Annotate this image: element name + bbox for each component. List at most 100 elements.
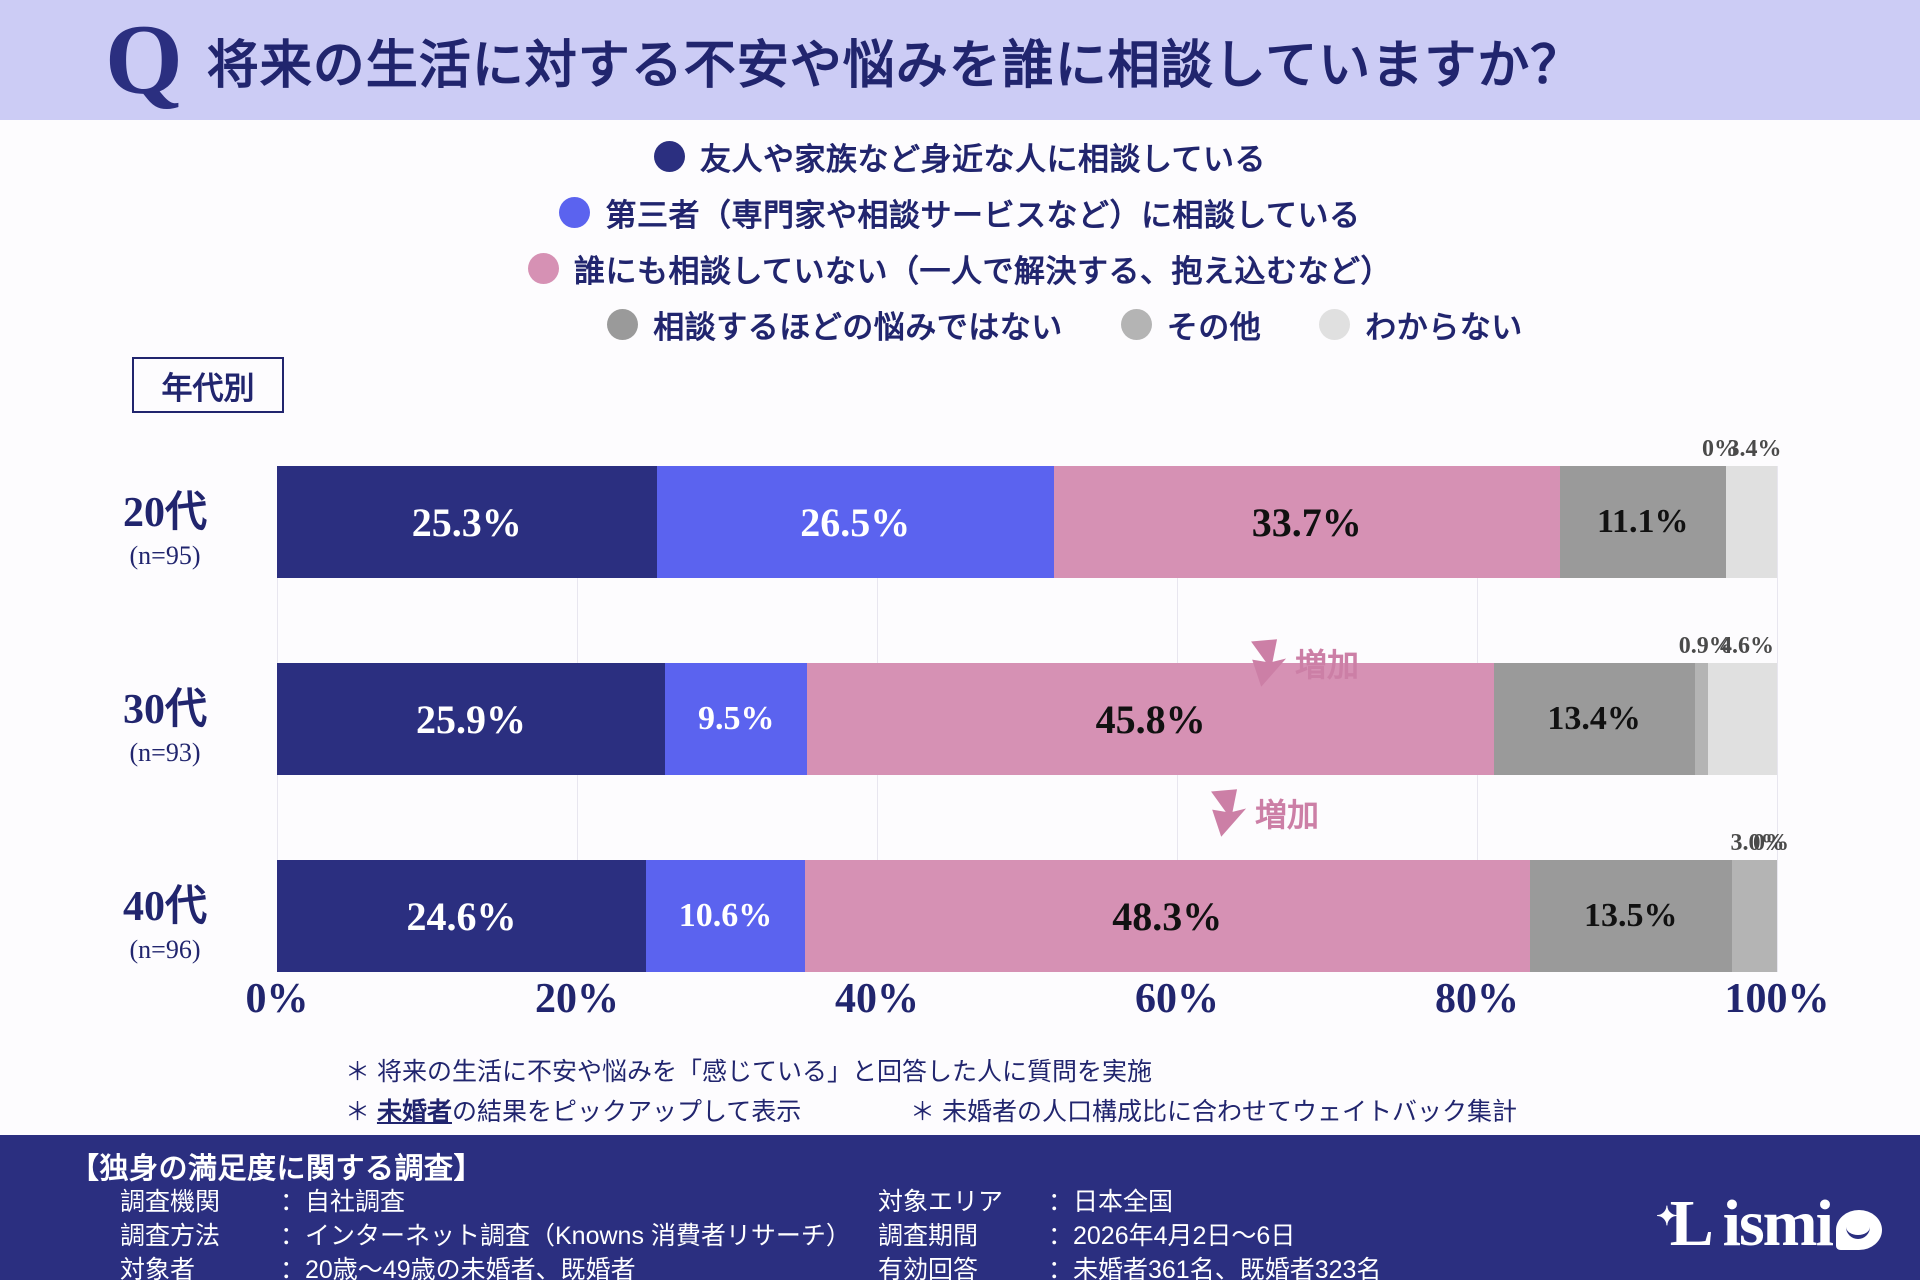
category-sample-size: (n=96) xyxy=(129,935,201,964)
meta-value: ：20歳～49歳の未婚者、既婚者 xyxy=(280,1256,636,1284)
legend-row-3: 誰にも相談していない（一人で解決する、抱え込むなど） xyxy=(0,240,1920,296)
segment-value-label: 25.9% xyxy=(416,696,527,742)
survey-meta-line: 調査方法 ：インターネット調査（Knowns 消費者リサーチ） xyxy=(120,1219,851,1253)
down-arrow-icon xyxy=(1251,639,1287,687)
x-axis-tick: 100% xyxy=(1724,976,1830,1022)
segment-value-label: 11.1% xyxy=(1596,503,1689,540)
gridline xyxy=(1777,466,1778,972)
footer-bar: 【独身の満足度に関する調査】 調査機関 ：自社調査 調査方法 ：インターネット調査（K… xyxy=(0,1135,1920,1284)
category-name: 20代 xyxy=(122,490,207,536)
legend-dot-icon xyxy=(1319,308,1351,340)
legend-label: 友人や家族など身近な人に相談している xyxy=(699,141,1267,177)
footnote-1: ＊ 将来の生活に不安や悩みを「感じている」と回答した人に質問を実施 xyxy=(345,1058,1152,1086)
bar-segment: 9.5% xyxy=(665,663,808,775)
category-label: 30代 (n=93) xyxy=(60,675,270,768)
legend-row-1: 友人や家族など身近な人に相談している xyxy=(0,128,1920,184)
segment-outside-label: 0.9% xyxy=(1678,633,1733,659)
question-mark-icon: Q xyxy=(105,4,183,115)
legend-item-4: その他 xyxy=(1120,302,1262,347)
segment-value-label: 13.5% xyxy=(1584,897,1678,934)
segment-value-label: 48.3% xyxy=(1112,893,1223,939)
bar-segment xyxy=(1708,663,1777,775)
survey-meta-left: 調査機関 ：自社調査 調査方法 ：インターネット調査（Knowns 消費者リサーチ） 対… xyxy=(120,1185,851,1287)
legend-item-2: 誰にも相談していない（一人で解決する、抱え込むなど） xyxy=(527,246,1393,291)
bar-segment: 13.5% xyxy=(1529,860,1732,972)
survey-meta-line: 調査期間 ：2026年4月2日～6日 xyxy=(878,1219,1381,1253)
meta-key: 有効回答 xyxy=(878,1256,979,1284)
chart-plot-area: 25.3% 26.5% 33.7% 11.1% 0% 3.4% 25.9% 9.5% 45.8%… xyxy=(277,436,1789,972)
segment-outside-label: 0% xyxy=(1702,436,1738,462)
category-sample-size: (n=93) xyxy=(129,738,201,767)
legend-dot-icon xyxy=(1120,308,1152,340)
bar-segment: 45.8% xyxy=(807,663,1494,775)
bar-segment: 13.4% xyxy=(1493,663,1695,775)
footnote-3: ＊ 未婚者の人口構成比に合わせてウェイトバック集計 xyxy=(910,1098,1517,1126)
footnote-2: ＊ 未婚者の結果をピックアップして表示 xyxy=(345,1092,801,1128)
category-name: 30代 xyxy=(122,687,207,733)
category-label: 20代 (n=95) xyxy=(60,478,270,571)
segment-value-label: 24.6% xyxy=(406,893,517,939)
bar-segment: 26.5% xyxy=(656,466,1054,578)
legend-item-0: 友人や家族など身近な人に相談している xyxy=(653,134,1267,179)
category-sample-size: (n=95) xyxy=(129,541,201,570)
bar-row: 25.9% 9.5% 45.8% 13.4% xyxy=(277,663,1777,775)
segment-value-label: 26.5% xyxy=(800,499,911,545)
segment-value-label: 13.4% xyxy=(1547,700,1641,737)
x-axis-tick: 80% xyxy=(1435,976,1519,1022)
x-axis-tick: 60% xyxy=(1135,976,1219,1022)
bar-segment: 10.6% xyxy=(646,860,805,972)
meta-key: 調査方法 xyxy=(120,1222,221,1250)
footnote-2-prefix: ＊ xyxy=(345,1098,377,1126)
legend-dot-icon xyxy=(559,196,591,228)
increase-annotation: 増加 xyxy=(1205,787,1319,839)
footnote-2-underline: 未婚者 xyxy=(376,1098,452,1126)
bar-row: 24.6% 10.6% 48.3% 13.5% xyxy=(277,860,1777,972)
legend-dot-icon xyxy=(607,308,639,340)
legend-label: 誰にも相談していない（一人で解決する、抱え込むなど） xyxy=(573,253,1393,289)
survey-meta-line: 有効回答 ：未婚者361名、既婚者323名 xyxy=(878,1253,1381,1287)
down-arrow-icon xyxy=(1211,789,1247,837)
segment-value-label: 25.3% xyxy=(411,499,522,545)
legend-row-4: 相談するほどの悩みではない その他 わからない xyxy=(0,296,1920,352)
header-banner: Q 将来の生活に対する不安や悩みを誰に相談していますか？ xyxy=(0,0,1920,120)
bar-segment xyxy=(1726,466,1777,578)
age-group-badge: 年代別 xyxy=(132,357,284,413)
segment-value-label: 10.6% xyxy=(678,897,773,934)
meta-key: 調査期間 xyxy=(878,1222,979,1250)
logo-text: L ismi xyxy=(1669,1187,1834,1260)
segment-value-label: 9.5% xyxy=(698,700,775,737)
meta-value: ：未婚者361名、既婚者323名 xyxy=(1048,1256,1382,1284)
bar-segment: 25.3% xyxy=(277,466,657,578)
segment-value-label: 33.7% xyxy=(1251,499,1362,545)
bar-segment xyxy=(1694,663,1709,775)
segment-value-label: 45.8% xyxy=(1095,696,1206,742)
increase-label: 増加 xyxy=(1255,797,1320,833)
segment-outside-label: 3.0% xyxy=(1730,830,1785,856)
legend-dot-icon xyxy=(653,140,685,172)
page-title: 将来の生活に対する不安や悩みを誰に相談していますか？ xyxy=(206,36,1584,95)
legend-label: その他 xyxy=(1166,309,1262,345)
segment-outside-label: 4.6% xyxy=(1720,633,1774,659)
meta-value: ：自社調査 xyxy=(280,1188,406,1216)
category-label: 40代 (n=96) xyxy=(60,872,270,965)
segment-outside-label: 0% xyxy=(1753,830,1789,856)
meta-key: 対象エリア xyxy=(878,1188,1004,1216)
bar-segment: 24.6% xyxy=(277,860,646,972)
x-axis: 0% 20% 40% 60% 80% 100% xyxy=(246,975,1830,1035)
legend-label: 第三者（専門家や相談サービスなど）に相談している xyxy=(605,197,1361,233)
bar-row: 25.3% 26.5% 33.7% 11.1% xyxy=(277,466,1777,578)
legend-item-3: 相談するほどの悩みではない xyxy=(607,302,1063,347)
sparkle-icon: ✦ xyxy=(1655,1202,1678,1231)
bar-segment: 25.9% xyxy=(277,663,666,775)
legend-item-1: 第三者（専門家や相談サービスなど）に相談している xyxy=(559,190,1360,235)
x-axis-tick: 0% xyxy=(245,976,309,1022)
meta-key: 調査機関 xyxy=(120,1188,221,1216)
speech-bubble-icon xyxy=(1836,1210,1882,1250)
increase-annotation: 増加 xyxy=(1245,637,1359,689)
meta-value: ：日本全国 xyxy=(1048,1188,1174,1216)
meta-value: ：2026年4月2日～6日 xyxy=(1048,1222,1296,1250)
legend-label: 相談するほどの悩みではない xyxy=(653,309,1063,345)
survey-meta-right: 対象エリア ：日本全国調査期間 ：2026年4月2日～6日有効回答 ：未婚者361名、… xyxy=(878,1185,1381,1287)
legend-item-5: わからない xyxy=(1319,302,1523,347)
